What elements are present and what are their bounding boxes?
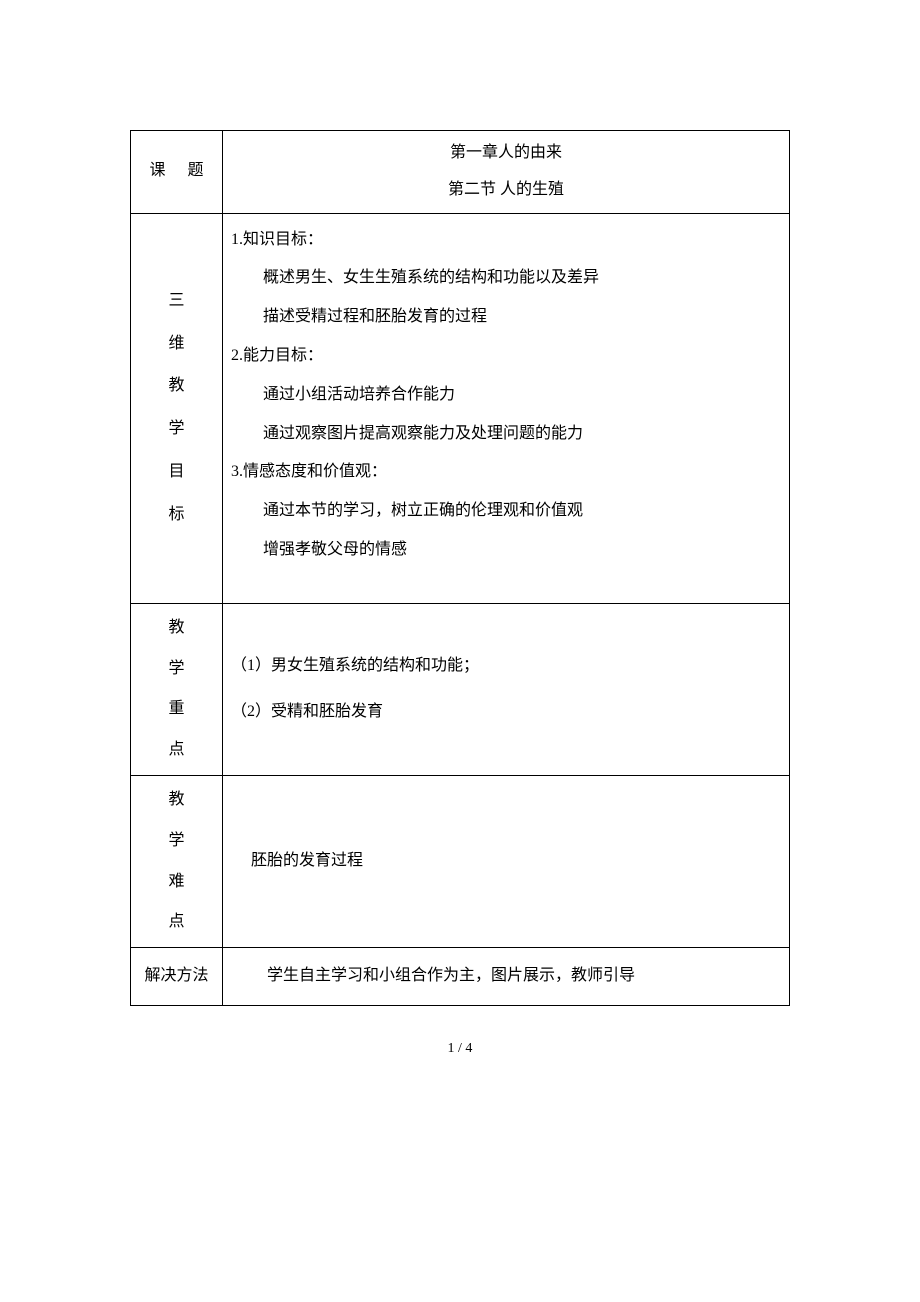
page-number: 1 / 4 bbox=[130, 1036, 790, 1061]
difficulty-label-cell: 教 学 难 点 bbox=[131, 775, 223, 947]
difficulty-row: 教 学 难 点 胚胎的发育过程 bbox=[131, 775, 790, 947]
affect-item2: 增强孝敬父母的情感 bbox=[231, 536, 779, 565]
topic-label-char2: 题 bbox=[188, 162, 204, 179]
knowledge-header: 1.知识目标： bbox=[231, 226, 779, 255]
method-row: 解决方法 学生自主学习和小组合作为主，图片展示，教师引导 bbox=[131, 948, 790, 1006]
difficulty-content-cell: 胚胎的发育过程 bbox=[223, 775, 790, 947]
goals-label-char4: 学 bbox=[168, 415, 184, 444]
ability-header: 2.能力目标： bbox=[231, 342, 779, 371]
goals-row: 三 维 教 学 目 标 1.知识目标： 概述男生、女生生殖系统的结构和功能以及差… bbox=[131, 213, 790, 603]
method-label-cell: 解决方法 bbox=[131, 948, 223, 1006]
goals-content-cell: 1.知识目标： 概述男生、女生生殖系统的结构和功能以及差异 描述受精过程和胚胎发… bbox=[223, 213, 790, 603]
difficulty-label-char1: 教 bbox=[168, 786, 184, 815]
method-content-cell: 学生自主学习和小组合作为主，图片展示，教师引导 bbox=[223, 948, 790, 1006]
title-line1: 第一章人的由来 bbox=[223, 139, 789, 168]
difficulty-label-char4: 点 bbox=[168, 908, 184, 937]
method-label: 解决方法 bbox=[144, 967, 208, 984]
topic-content-cell: 第一章人的由来 第二节 人的生殖 bbox=[223, 131, 790, 214]
ability-item2: 通过观察图片提高观察能力及处理问题的能力 bbox=[231, 420, 779, 449]
knowledge-item1: 概述男生、女生生殖系统的结构和功能以及差异 bbox=[231, 264, 779, 293]
focus-item2: （2）受精和胚胎发育 bbox=[231, 698, 779, 727]
lesson-plan-table: 课 题 第一章人的由来 第二节 人的生殖 三 维 教 学 目 标 1.知识目标：… bbox=[130, 130, 790, 1006]
goals-label-char6: 标 bbox=[168, 501, 184, 530]
title-line2: 第二节 人的生殖 bbox=[223, 176, 789, 205]
ability-item1: 通过小组活动培养合作能力 bbox=[231, 381, 779, 410]
goals-label-char3: 教 bbox=[168, 372, 184, 401]
knowledge-item2: 描述受精过程和胚胎发育的过程 bbox=[231, 303, 779, 332]
focus-content-cell: （1）男女生殖系统的结构和功能； （2）受精和胚胎发育 bbox=[223, 603, 790, 775]
difficulty-content: 胚胎的发育过程 bbox=[251, 847, 779, 876]
difficulty-label-char3: 难 bbox=[168, 868, 184, 897]
difficulty-label-char2: 学 bbox=[168, 827, 184, 856]
topic-label-cell: 课 题 bbox=[131, 131, 223, 214]
affect-header: 3.情感态度和价值观： bbox=[231, 458, 779, 487]
method-content: 学生自主学习和小组合作为主，图片展示，教师引导 bbox=[267, 967, 635, 984]
focus-label-char3: 重 bbox=[168, 695, 184, 724]
goals-label-char5: 目 bbox=[168, 458, 184, 487]
focus-label-char4: 点 bbox=[168, 736, 184, 765]
affect-item1: 通过本节的学习，树立正确的伦理观和价值观 bbox=[231, 497, 779, 526]
focus-row: 教 学 重 点 （1）男女生殖系统的结构和功能； （2）受精和胚胎发育 bbox=[131, 603, 790, 775]
goals-label-char2: 维 bbox=[168, 330, 184, 359]
topic-label-char1: 课 bbox=[149, 162, 165, 179]
topic-row: 课 题 第一章人的由来 第二节 人的生殖 bbox=[131, 131, 790, 214]
focus-label-char2: 学 bbox=[168, 655, 184, 684]
focus-item1: （1）男女生殖系统的结构和功能； bbox=[231, 652, 779, 681]
focus-label-cell: 教 学 重 点 bbox=[131, 603, 223, 775]
goals-label-char1: 三 bbox=[168, 287, 184, 316]
goals-label-cell: 三 维 教 学 目 标 bbox=[131, 213, 223, 603]
focus-label-char1: 教 bbox=[168, 614, 184, 643]
